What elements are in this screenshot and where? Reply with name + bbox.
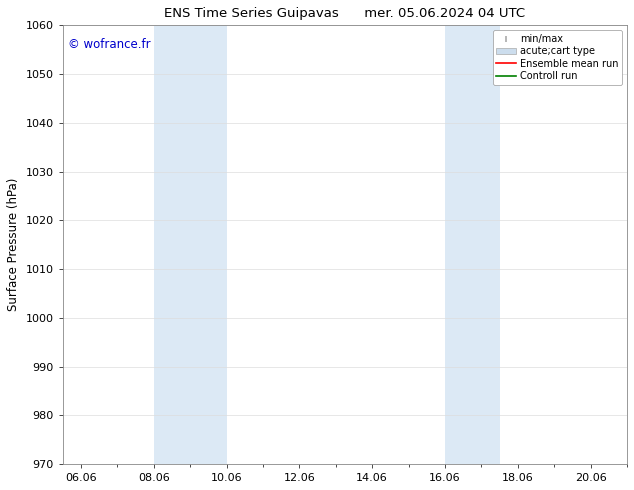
Title: ENS Time Series Guipavas      mer. 05.06.2024 04 UTC: ENS Time Series Guipavas mer. 05.06.2024… [164, 7, 526, 20]
Y-axis label: Surface Pressure (hPa): Surface Pressure (hPa) [7, 178, 20, 311]
Bar [445, 25, 500, 464]
Legend: min/max, acute;cart type, Ensemble mean run, Controll run: min/max, acute;cart type, Ensemble mean … [493, 30, 622, 85]
Text: © wofrance.fr: © wofrance.fr [68, 38, 151, 51]
Bar [153, 25, 226, 464]
